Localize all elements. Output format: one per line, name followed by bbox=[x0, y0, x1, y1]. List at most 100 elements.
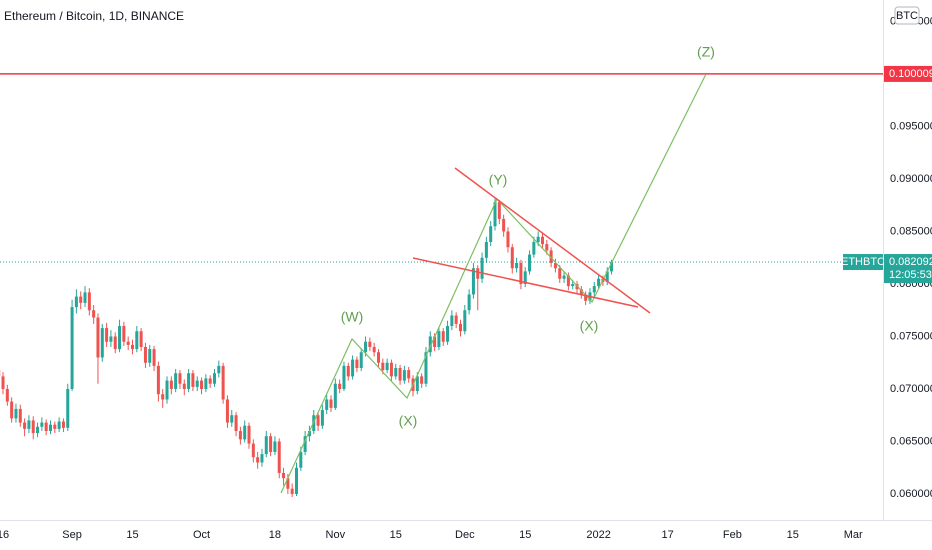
x-tick-label: 16 bbox=[0, 529, 9, 541]
candle-body bbox=[195, 380, 199, 387]
candle-body bbox=[333, 383, 337, 408]
candle-body bbox=[260, 454, 264, 463]
candle-body bbox=[402, 370, 406, 381]
candle-body bbox=[126, 341, 130, 345]
candle-body bbox=[545, 244, 549, 251]
candle-body bbox=[212, 373, 217, 384]
candle-body bbox=[105, 328, 109, 342]
x-tick-label: 18 bbox=[269, 529, 281, 541]
candle-body bbox=[79, 296, 83, 303]
candle-body bbox=[584, 294, 588, 301]
candle-body bbox=[320, 409, 324, 426]
candle-body bbox=[109, 336, 113, 342]
candle-body bbox=[191, 373, 195, 387]
candle-body bbox=[130, 344, 135, 350]
candle-body bbox=[506, 231, 510, 248]
candle-body bbox=[536, 236, 540, 242]
y-tick-label: 0.070000 bbox=[890, 383, 932, 395]
candle-body bbox=[368, 341, 372, 347]
candle-body bbox=[100, 328, 104, 358]
candle-body bbox=[135, 331, 139, 350]
currency-badge: BTC bbox=[896, 10, 918, 22]
candle-body bbox=[510, 247, 514, 269]
candle-body bbox=[381, 362, 385, 371]
candle-body bbox=[433, 336, 437, 347]
candle-body bbox=[528, 254, 532, 272]
candle-body bbox=[493, 202, 497, 227]
candle-body bbox=[463, 310, 467, 332]
last-price: 0.082092 bbox=[889, 256, 932, 268]
candle-body bbox=[376, 352, 381, 363]
x-tick-label: Feb bbox=[723, 529, 742, 541]
candle-body bbox=[74, 296, 78, 308]
candle-body bbox=[23, 422, 27, 429]
candle-body bbox=[389, 362, 393, 377]
candle-body bbox=[342, 365, 346, 389]
candle-body bbox=[299, 451, 303, 468]
candle-body bbox=[273, 441, 277, 452]
candle-body bbox=[610, 262, 614, 272]
wave-label: (X) bbox=[580, 318, 599, 334]
candle-body bbox=[234, 415, 238, 431]
currency-badge-box bbox=[894, 6, 920, 25]
candle-body bbox=[40, 422, 44, 427]
candle-body bbox=[269, 436, 273, 452]
candle-body bbox=[385, 362, 389, 371]
candle-body bbox=[251, 443, 255, 458]
wedge-upper-line bbox=[454, 167, 651, 314]
candle-body bbox=[415, 376, 419, 392]
candle-body bbox=[36, 426, 40, 434]
symbol-label: ETHBTC bbox=[841, 256, 885, 268]
candle-body bbox=[187, 373, 191, 389]
candle-body bbox=[532, 241, 536, 255]
candle-body bbox=[420, 376, 424, 384]
candle-body bbox=[139, 331, 143, 347]
y-tick-label: 0.090000 bbox=[890, 173, 932, 185]
candle-body bbox=[225, 399, 229, 423]
candle-body bbox=[143, 346, 147, 363]
candle-body bbox=[549, 250, 553, 263]
candle-body bbox=[540, 236, 544, 245]
candle-body bbox=[407, 370, 411, 379]
symbol-box bbox=[843, 254, 883, 271]
candle-body bbox=[489, 226, 493, 242]
candle-body bbox=[70, 307, 74, 389]
candle-body bbox=[458, 323, 462, 332]
candle-body bbox=[294, 467, 299, 494]
candle-body bbox=[27, 420, 31, 429]
drawings bbox=[280, 73, 707, 494]
candle-body bbox=[553, 262, 557, 269]
candle-body bbox=[467, 294, 471, 311]
candle-body bbox=[364, 341, 368, 353]
x-tick-label: 2022 bbox=[586, 529, 610, 541]
candle-body bbox=[303, 436, 307, 452]
wave-label: (X) bbox=[399, 413, 418, 429]
candle-body bbox=[247, 425, 251, 444]
candle-body bbox=[161, 394, 165, 400]
candle-body bbox=[316, 415, 320, 426]
candle-body bbox=[286, 478, 290, 489]
candle-body bbox=[1, 376, 5, 389]
wave-label: (W) bbox=[341, 309, 364, 325]
candle-body bbox=[605, 271, 609, 282]
candle-body bbox=[450, 315, 454, 326]
x-tick-label: 17 bbox=[662, 529, 674, 541]
candle-body bbox=[562, 275, 566, 279]
candle-body bbox=[57, 421, 61, 429]
candle-body bbox=[428, 336, 432, 353]
candle-body bbox=[476, 268, 480, 279]
candle-body bbox=[523, 271, 527, 284]
x-tick-label: Oct bbox=[193, 529, 210, 541]
x-tick-label: 15 bbox=[787, 529, 799, 541]
candle-body bbox=[307, 430, 311, 437]
candle-body bbox=[338, 383, 342, 389]
candle-body bbox=[174, 373, 178, 389]
candle-body bbox=[53, 424, 57, 429]
y-tick-label: 0.085000 bbox=[890, 225, 932, 237]
countdown: 12:05:53 bbox=[889, 269, 932, 281]
candle-body bbox=[579, 289, 583, 295]
axes: 0.0600000.0650000.0700000.0750000.080000… bbox=[0, 15, 932, 540]
